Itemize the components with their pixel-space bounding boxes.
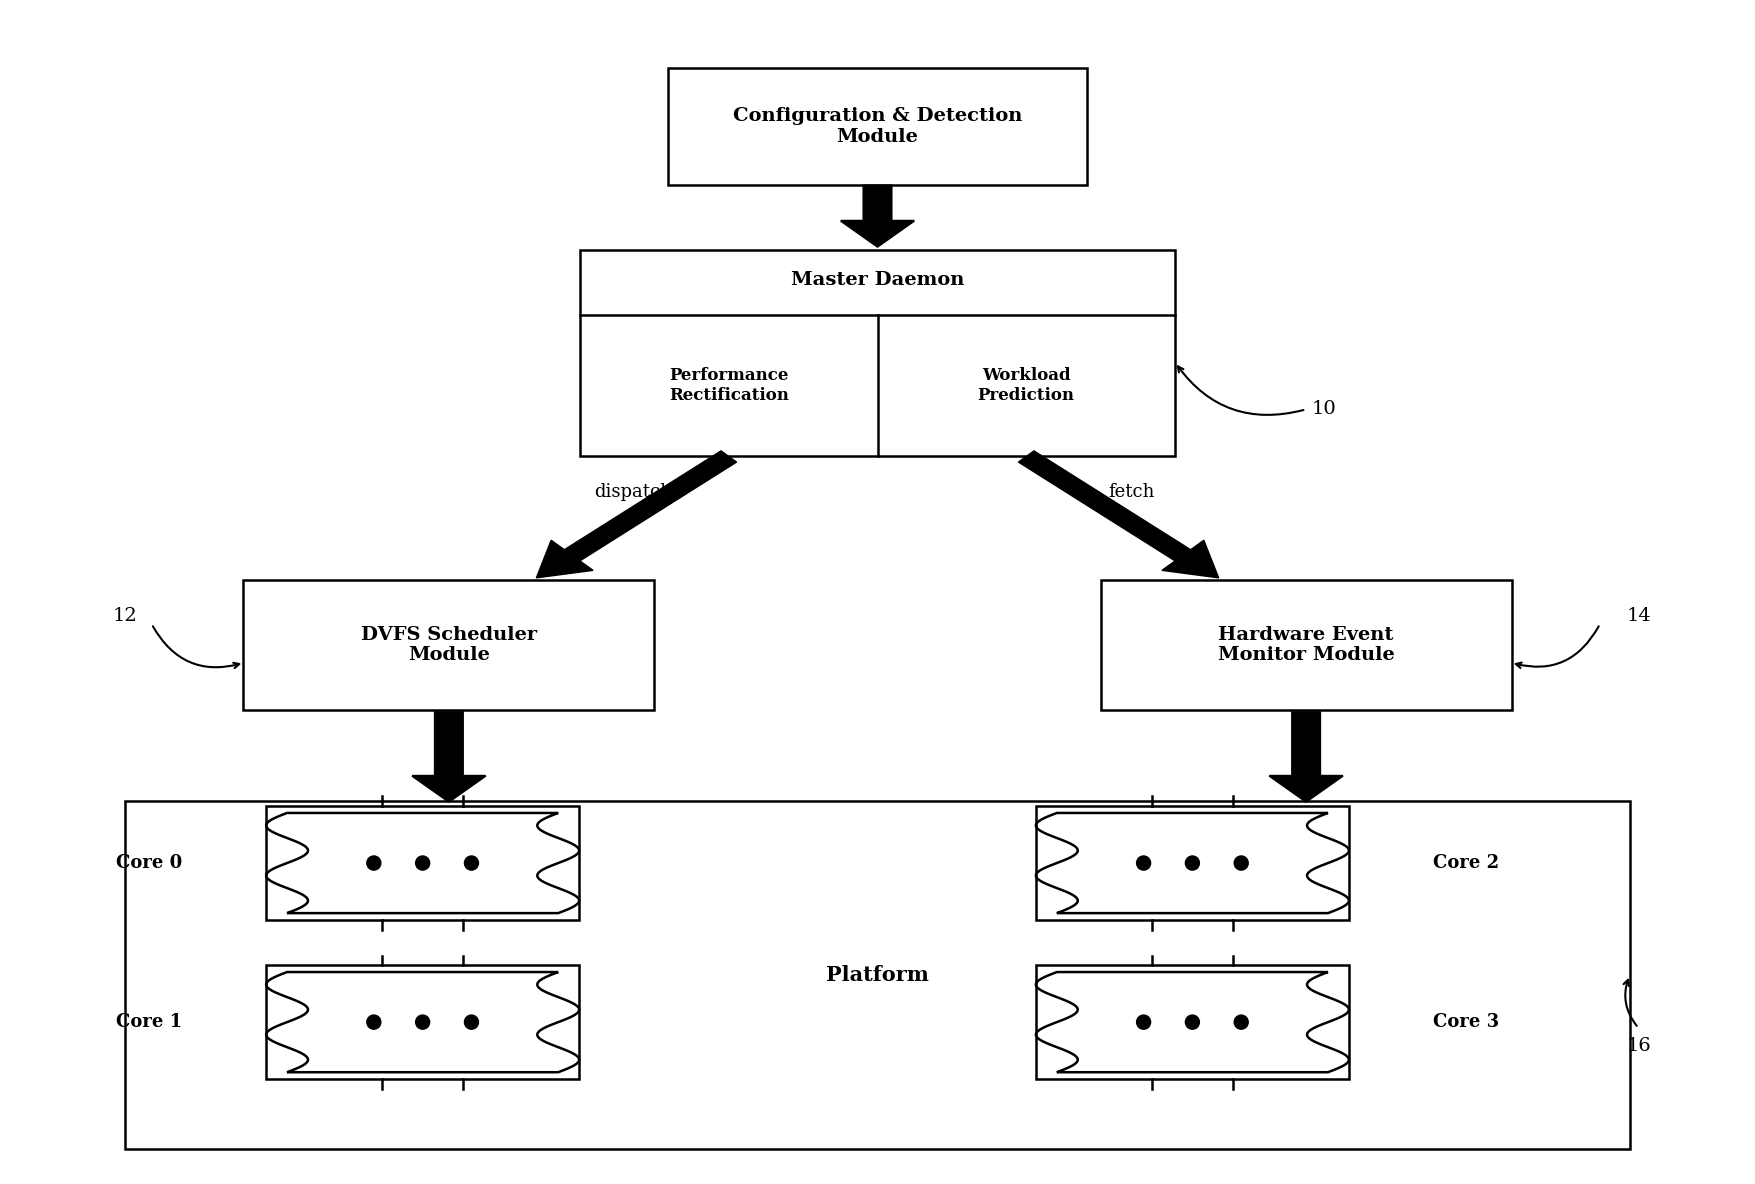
Text: Core 2: Core 2 [1432,854,1499,873]
Ellipse shape [1185,856,1199,870]
PathPatch shape [841,186,914,246]
PathPatch shape [1035,972,1350,1073]
PathPatch shape [412,713,486,802]
PathPatch shape [537,451,737,578]
Ellipse shape [1137,1015,1151,1029]
Ellipse shape [367,856,381,870]
Ellipse shape [1137,856,1151,870]
PathPatch shape [267,972,579,1073]
Bar [1035,806,1350,920]
PathPatch shape [1018,451,1218,578]
Text: dispatch: dispatch [593,483,672,501]
Text: 12: 12 [112,606,137,625]
Text: 10: 10 [1311,400,1336,418]
Text: 16: 16 [1627,1037,1651,1055]
Text: fetch: fetch [1107,483,1155,501]
Text: Performance
Rectification: Performance Rectification [669,367,788,404]
Ellipse shape [1234,1015,1248,1029]
Ellipse shape [416,1015,430,1029]
Text: Core 0: Core 0 [116,854,183,873]
Text: DVFS Scheduler
Module: DVFS Scheduler Module [362,625,537,664]
Text: Core 3: Core 3 [1432,1014,1499,1031]
Ellipse shape [1185,1015,1199,1029]
Bar [581,250,1174,457]
Text: Core 1: Core 1 [116,1014,183,1031]
Bar [267,806,579,920]
Text: Master Daemon: Master Daemon [792,271,963,289]
Ellipse shape [416,856,430,870]
Ellipse shape [367,1015,381,1029]
PathPatch shape [267,813,579,913]
PathPatch shape [1035,813,1350,913]
Text: Workload
Prediction: Workload Prediction [978,367,1074,404]
Bar [125,802,1630,1148]
Text: 14: 14 [1627,606,1651,625]
Ellipse shape [1234,856,1248,870]
Ellipse shape [465,1015,479,1029]
Bar [267,965,579,1080]
Bar [244,580,655,710]
Text: Configuration & Detection
Module: Configuration & Detection Module [734,107,1021,146]
Ellipse shape [465,856,479,870]
Bar [667,67,1088,186]
Bar [1035,965,1350,1080]
Bar [1100,580,1511,710]
Text: Hardware Event
Monitor Module: Hardware Event Monitor Module [1218,625,1395,664]
Text: Platform: Platform [827,965,928,985]
PathPatch shape [1269,713,1343,802]
